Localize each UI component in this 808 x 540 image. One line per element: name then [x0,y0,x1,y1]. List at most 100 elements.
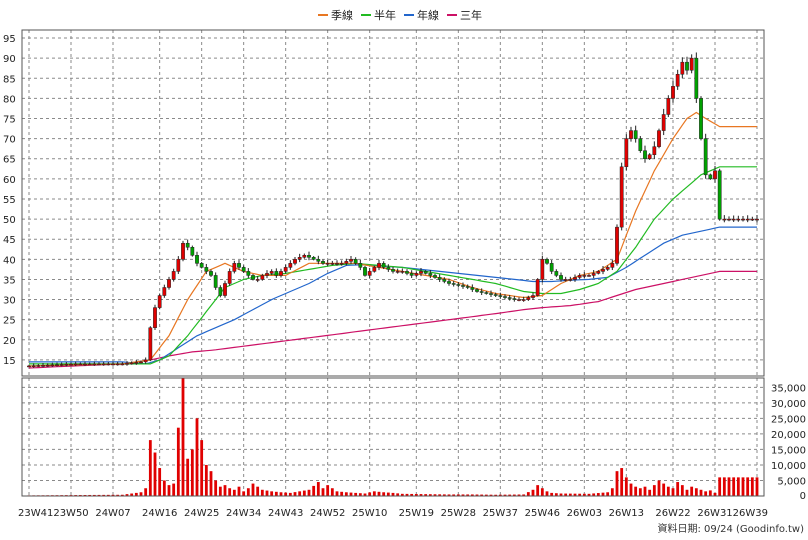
candle-up [377,263,381,268]
price-tick-label: 65 [3,155,16,166]
candle-down [353,259,358,264]
candle-up [372,267,377,272]
price-tick-label: 25 [3,316,16,327]
volume-bar [106,494,110,496]
candle-up [59,364,64,366]
volume-bar [713,492,717,496]
volume-axis-ticks: 5,000 10,000 15,000 20,000 25,000 30,000 35,00… [771,383,806,502]
candle-up [97,363,101,366]
candle-up [671,86,675,99]
price-tick-label: 70 [3,135,16,146]
volume-tick-label: 0 [800,491,806,502]
candle-down [447,281,451,284]
candle-up [36,365,41,367]
volume-bar [489,494,493,496]
volume-bar [172,483,176,496]
candle-up [727,218,731,221]
candle-down [311,257,316,260]
x-tick-label: 25W19 [399,508,434,519]
candle-down [470,287,475,290]
candle-down [475,289,479,292]
price-tick-label: 50 [3,215,16,226]
volume-bar [587,493,591,496]
candle-up [652,146,657,155]
volume-bar [316,482,320,496]
volume-bar [214,480,218,496]
candle-down [493,294,498,296]
volume-bar [536,485,540,496]
candle-up [755,218,759,221]
volume-bar [736,477,740,496]
candle-up [69,363,73,366]
volume-bar [652,485,656,496]
volume-bar [209,471,213,496]
volume-bar [298,491,302,496]
volume-bar [102,494,106,496]
volume-bar [363,493,367,496]
volume-bar [237,486,241,496]
volume-bar [97,494,101,496]
volume-bar [284,492,288,496]
volume-bar [643,486,647,496]
volume-bar [470,494,474,496]
candle-down [484,292,489,294]
x-tick-label: 24W25 [184,508,219,519]
candle-down [717,170,722,220]
price-tick-label: 40 [3,255,16,266]
candle-down [694,57,699,99]
candle-up [722,218,727,221]
candle-down [213,275,218,288]
candle-up [223,283,227,296]
volume-bar [424,494,428,496]
volume-bar [531,489,535,496]
volume-bar [134,492,138,496]
candle-down [405,271,409,274]
candle-up [283,267,288,272]
volume-bar [92,494,96,496]
volume-bar [340,491,344,496]
volume-bar [162,480,166,496]
volume-tick-label: 5,000 [777,476,806,487]
volume-bar [312,485,316,496]
candle-up [293,259,297,264]
x-tick-label: 25W46 [525,508,560,519]
candle-up [139,361,143,364]
volume-bar [727,477,731,496]
price-tick-label: 35 [3,275,16,286]
candle-down [489,293,493,295]
volume-bar [260,489,264,496]
candle-up [517,299,521,301]
candle-down [708,174,713,180]
volume-bar [676,482,680,496]
legend: 季線 半年 年線 三年 [318,8,482,22]
candle-up [227,271,232,284]
candle-down [643,150,647,159]
volume-bar [125,494,129,496]
price-tick-label: 85 [3,74,16,85]
volume-bar [615,471,619,496]
volume-bar [288,492,292,496]
candle-up [526,297,531,300]
volume-bar [391,492,395,496]
volume-bar [274,491,278,496]
price-tick-label: 75 [3,115,16,126]
volume-bar [88,494,92,496]
volume-bar [648,489,652,496]
price-tick-label: 60 [3,175,16,186]
candle-up [73,363,78,366]
candlesticks [27,52,759,368]
volume-bar [139,492,143,496]
volume-bar [148,440,152,496]
candle-up [148,327,153,361]
source-note: 資料日期: 09/24 (Goodinfo.tw) [657,522,804,535]
candle-up [92,363,97,366]
candle-up [78,363,83,366]
volume-bar [414,494,418,496]
candle-up [143,359,148,363]
candle-up [419,271,423,274]
candle-down [209,271,213,276]
candle-up [367,271,372,276]
candle-down [559,275,563,280]
volume-bar [447,494,451,496]
volume-bar [704,491,708,496]
